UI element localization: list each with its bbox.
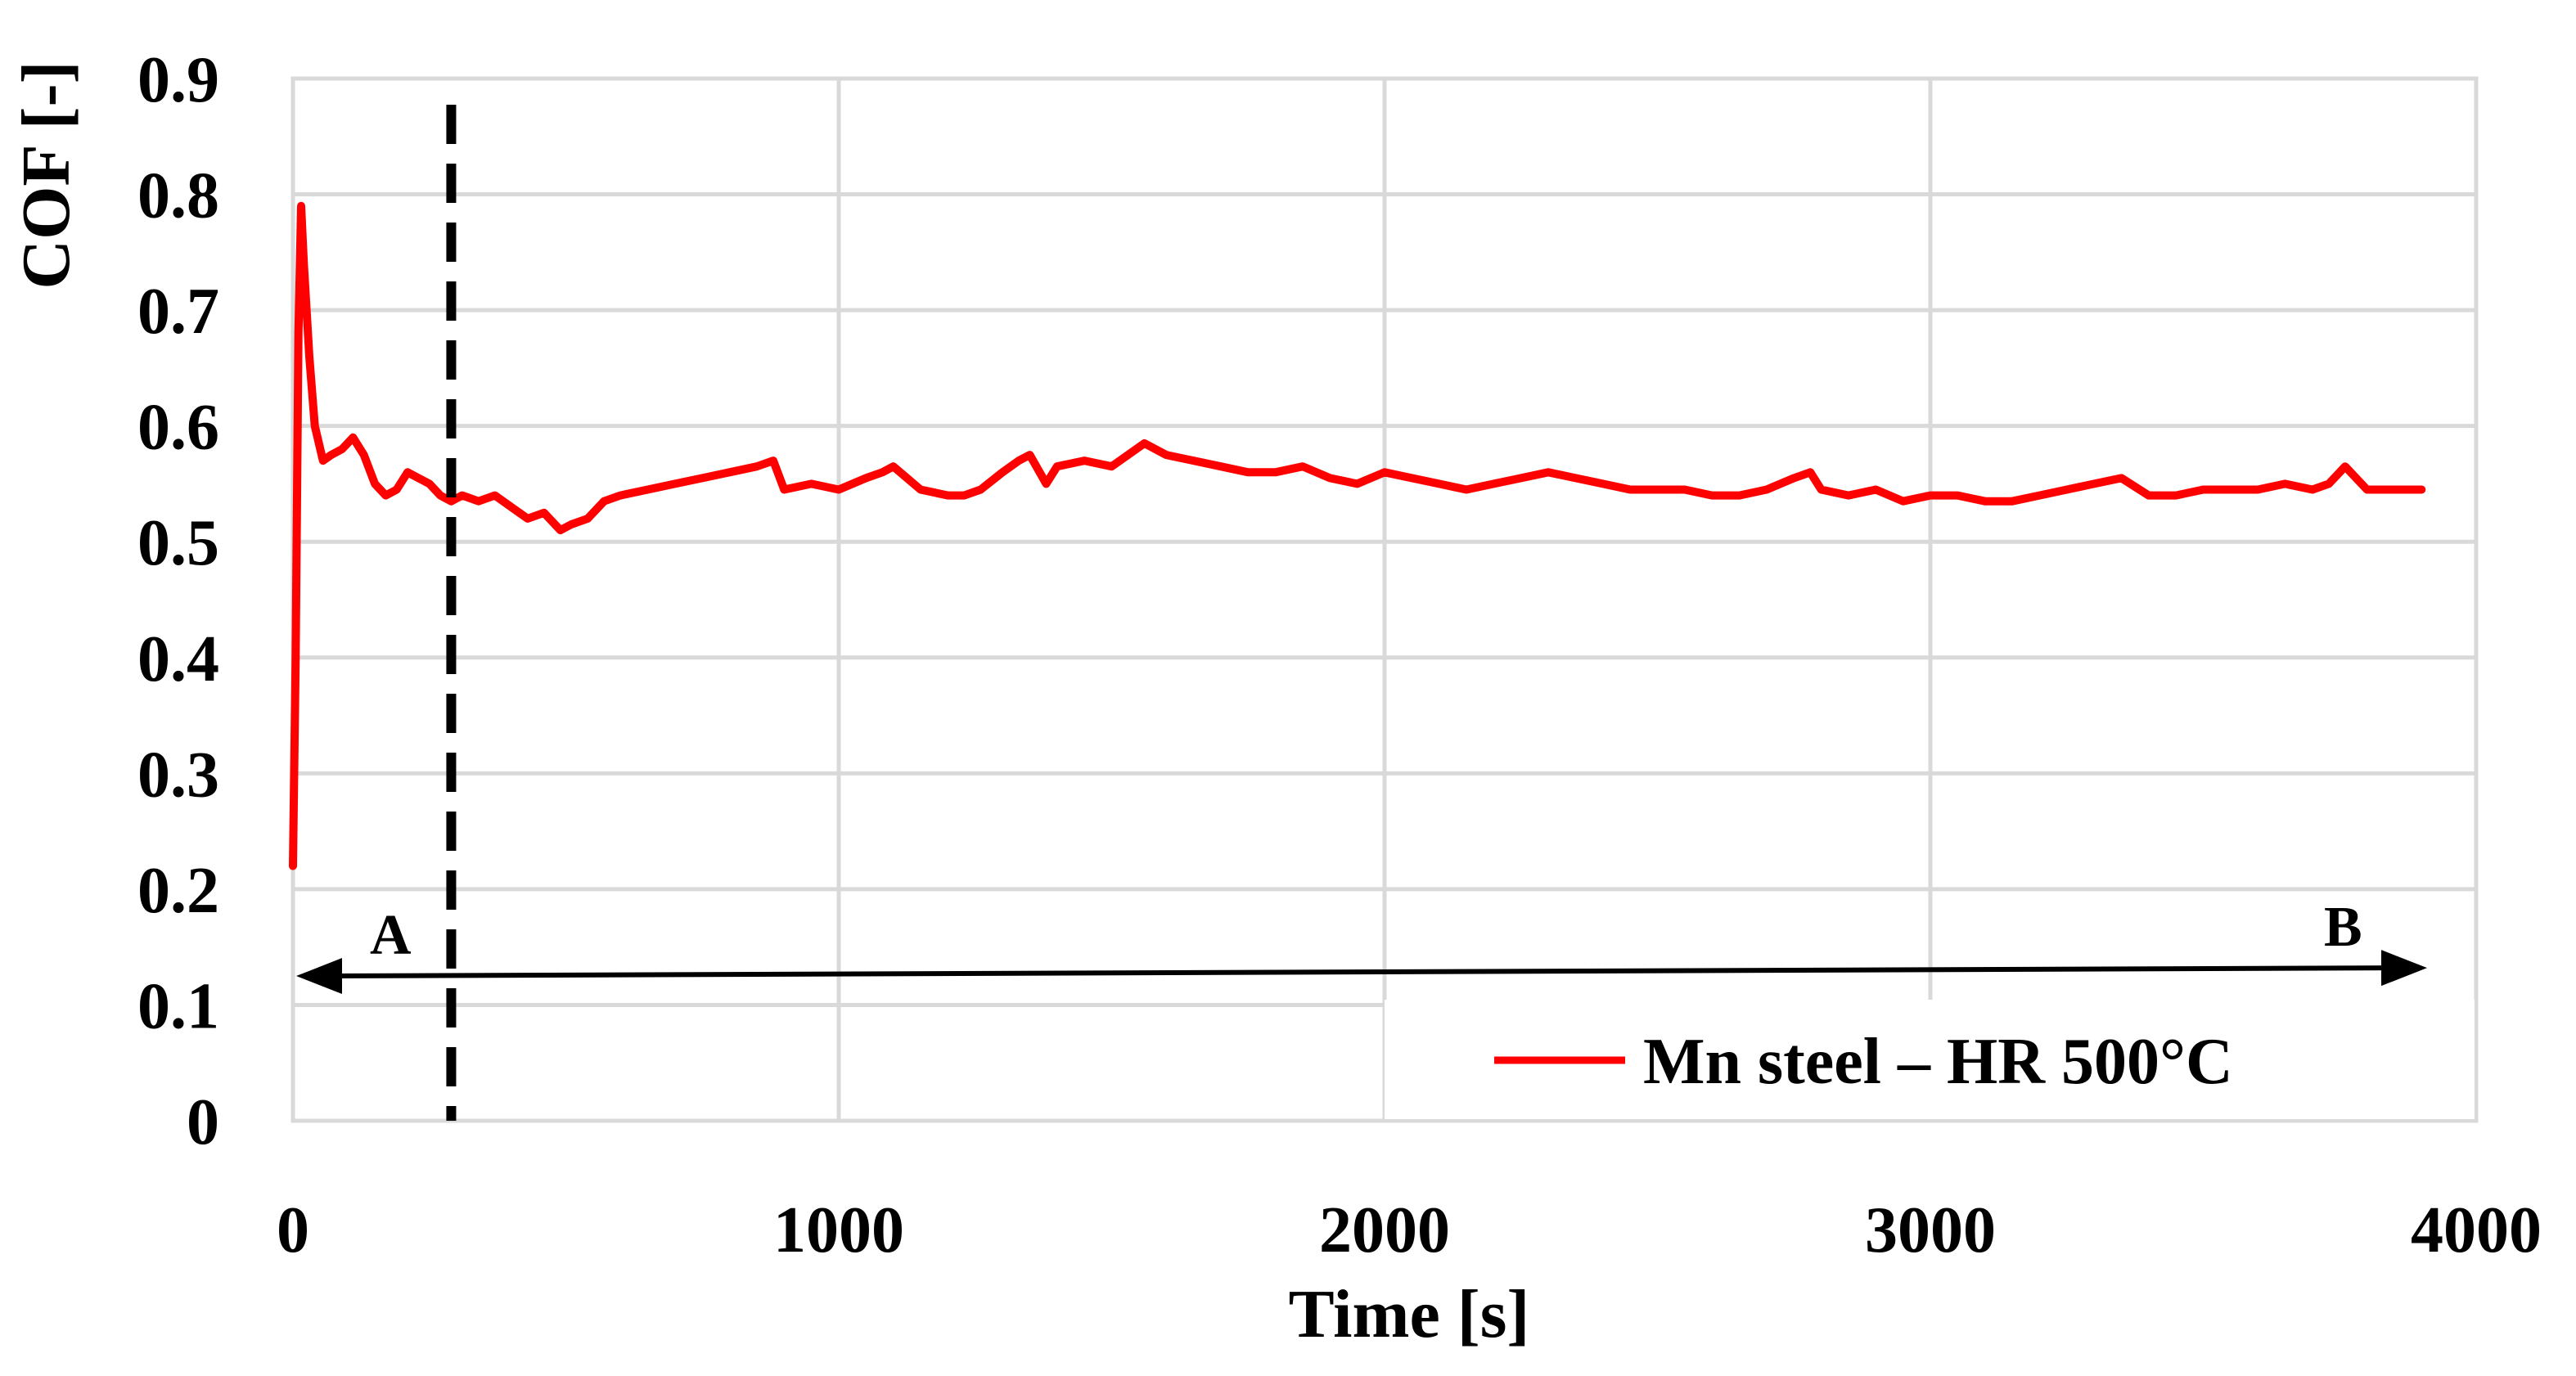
- region-arrow-right-head: [2381, 950, 2427, 987]
- y-tick-label: 0.7: [137, 276, 219, 348]
- series-line: [289, 201, 2426, 870]
- y-axis-tick-labels: 0 0.1 0.2 0.3 0.4 0.5 0.6 0.7 0.8 0.9: [137, 44, 219, 1158]
- y-tick-label: 0.8: [137, 160, 219, 232]
- region-arrow-left-head: [296, 958, 342, 995]
- y-tick-label: 0.2: [137, 855, 219, 927]
- region-arrow-line: [328, 965, 2395, 979]
- annotations: A B: [296, 105, 2427, 1121]
- series-lines: [289, 201, 2426, 870]
- y-axis-title: COF [-]: [8, 61, 84, 289]
- y-tick-label: 0.4: [137, 623, 219, 695]
- x-axis-title: Time [s]: [1289, 1276, 1530, 1352]
- y-tick-label: 0: [187, 1086, 219, 1158]
- x-tick-label: 2000: [1319, 1194, 1450, 1266]
- x-axis-tick-labels: 0 1000 2000 3000 4000: [277, 1194, 2542, 1266]
- x-tick-label: 3000: [1865, 1194, 1996, 1266]
- region-label-a: A: [370, 904, 412, 967]
- legend: Mn steel – HR 500°C: [1385, 1000, 2475, 1119]
- legend-label: Mn steel – HR 500°C: [1643, 1026, 2233, 1098]
- y-tick-label: 0.1: [137, 970, 219, 1042]
- y-tick-label: 0.6: [137, 392, 219, 464]
- region-label-b: B: [2324, 896, 2362, 959]
- x-tick-label: 1000: [773, 1194, 904, 1266]
- x-tick-label: 0: [277, 1194, 309, 1266]
- x-tick-label: 4000: [2411, 1194, 2542, 1266]
- y-tick-label: 0.3: [137, 739, 219, 811]
- y-tick-label: 0.9: [137, 44, 219, 116]
- y-tick-label: 0.5: [137, 507, 219, 579]
